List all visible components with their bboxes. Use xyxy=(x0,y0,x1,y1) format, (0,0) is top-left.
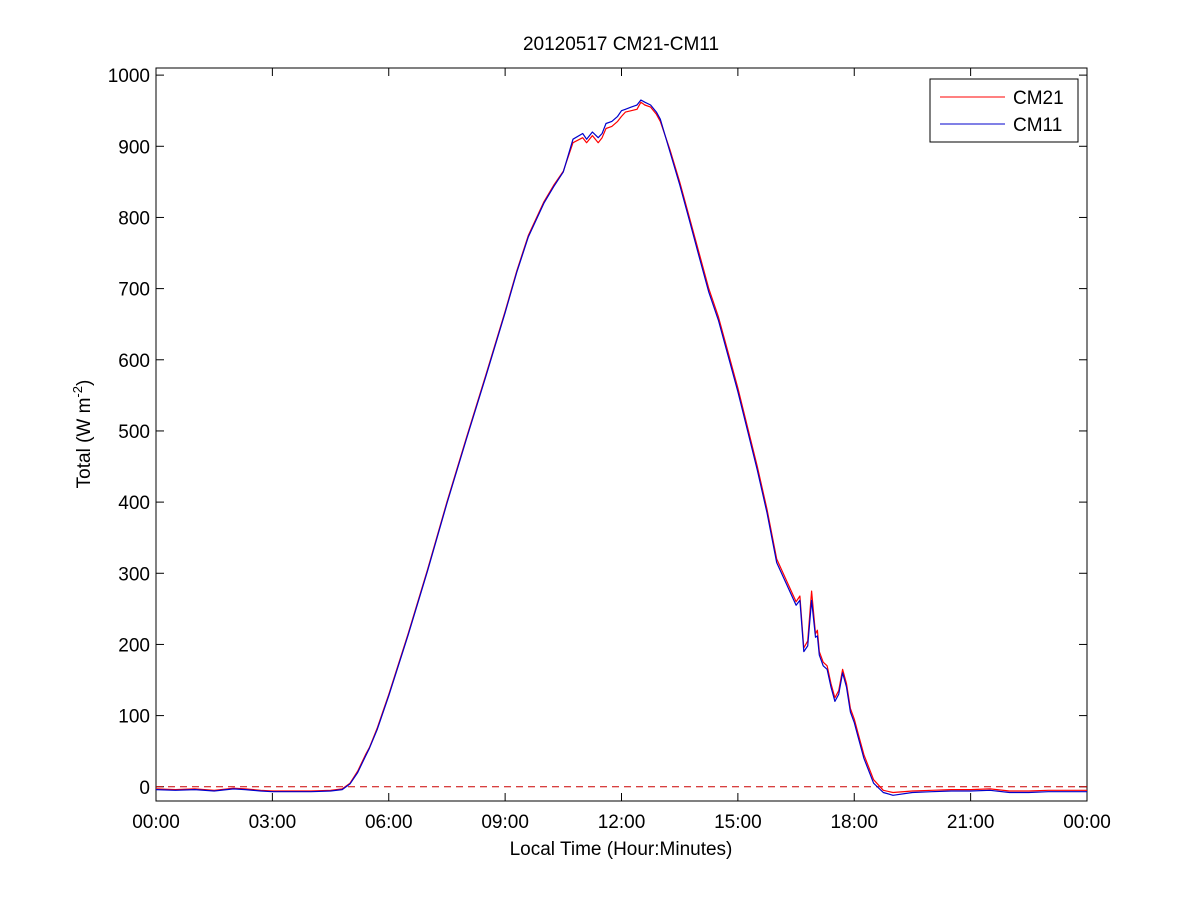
y-tick-label: 200 xyxy=(118,635,150,656)
x-tick-label: 12:00 xyxy=(598,812,646,833)
series-line-cm11 xyxy=(155,99,1087,796)
y-tick-label: 900 xyxy=(118,137,150,158)
y-axis-label-close: ) xyxy=(74,380,95,386)
y-tick-label: 800 xyxy=(118,208,150,229)
y-axis-label-main: Total (W m xyxy=(74,398,95,489)
y-tick-label: 400 xyxy=(118,493,150,514)
x-tick-label: 00:00 xyxy=(132,812,180,833)
x-tick-label: 15:00 xyxy=(714,812,762,833)
y-tick-label: 700 xyxy=(118,280,150,301)
legend: CM21 CM11 xyxy=(929,78,1079,143)
x-axis-label: Local Time (Hour:Minutes) xyxy=(510,839,733,860)
x-tick-label: 03:00 xyxy=(249,812,297,833)
x-tick-label: 21:00 xyxy=(947,812,995,833)
y-tick-label: 500 xyxy=(118,422,150,443)
axis-ticks: 00:00 03:00 06:00 09:00 12:00 15:00 18:00 21:00… xyxy=(108,66,1111,833)
y-tick-label: 300 xyxy=(118,564,150,585)
y-tick-label: 1000 xyxy=(108,66,150,87)
plot-area xyxy=(155,67,1088,802)
legend-box xyxy=(929,78,1079,143)
legend-label-cm11: CM11 xyxy=(1013,115,1062,136)
x-tick-label: 09:00 xyxy=(481,812,529,833)
chart-title: 20120517 CM21-CM11 xyxy=(523,34,719,55)
y-tick-label: 600 xyxy=(118,351,150,372)
x-tick-label: 00:00 xyxy=(1063,812,1111,833)
x-tick-label: 18:00 xyxy=(830,812,878,833)
x-tick-label: 06:00 xyxy=(365,812,413,833)
y-axis-label: Total (W m-2) xyxy=(70,380,95,489)
legend-label-cm21: CM21 xyxy=(1013,88,1064,109)
y-tick-label: 100 xyxy=(118,707,150,728)
y-axis-label-superscript: -2 xyxy=(70,386,85,398)
y-tick-label: 0 xyxy=(139,778,150,799)
data-series xyxy=(155,99,1087,796)
